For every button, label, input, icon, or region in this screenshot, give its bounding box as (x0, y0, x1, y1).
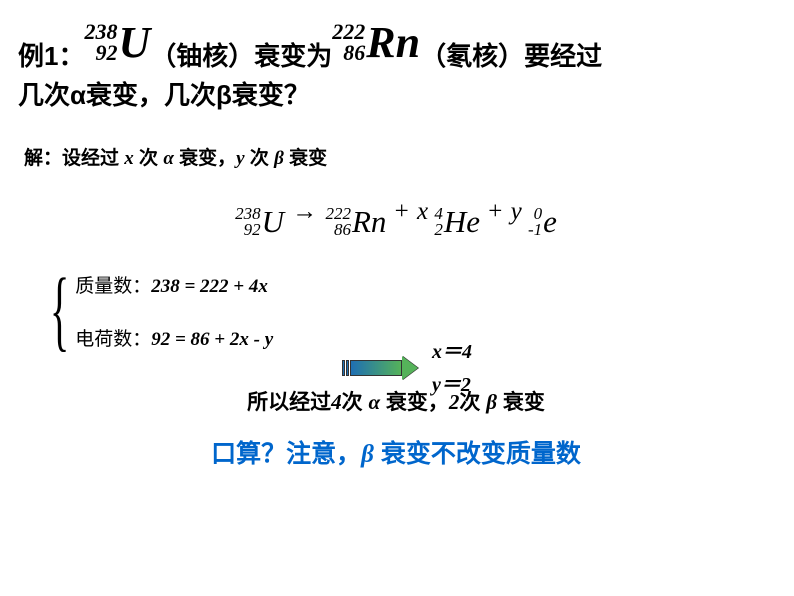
sol-p5: 衰变 (284, 148, 327, 169)
sol-p1: 解：设经过 (24, 148, 124, 169)
eq-rn-sym: Rn (352, 204, 386, 240)
ans-x: x＝4 (432, 335, 472, 364)
eq-rn-z: 86 (334, 222, 351, 238)
c-p1: 所以经过 (247, 391, 331, 414)
tip-line: 口算？注意，β 衰变不改变质量数 (18, 434, 774, 470)
c-p5: 衰变 (497, 391, 545, 414)
tip-beta: β (361, 441, 374, 468)
plus1: + (395, 198, 409, 225)
sol-p4: 次 (245, 148, 275, 169)
sol-p2: 次 (134, 148, 164, 169)
nuclide-u: 238 92 U (84, 10, 150, 76)
solution-setup: 解：设经过 x 次 α 衰变，y 次 β 衰变 (24, 143, 774, 170)
eq-x: x (417, 198, 428, 225)
charge-eq-row: 电荷数：92 = 86 + 2x - y (75, 324, 273, 351)
c-p2: 次 (342, 391, 369, 414)
charge-eq: 92 = 86 + 2x - y (151, 329, 273, 350)
sol-y: y (236, 148, 244, 169)
tip-p1: 口算？注意， (211, 440, 361, 468)
tip-p2: 衰变不改变质量数 (374, 440, 581, 468)
sol-x: x (124, 148, 134, 169)
eq-e-sym: e (543, 204, 557, 240)
charge-label: 电荷数： (75, 329, 151, 350)
brace-icon: { (50, 266, 69, 356)
sol-p3: 衰变， (174, 148, 236, 169)
c-beta: β (486, 390, 497, 414)
u-z: 92 (95, 43, 117, 64)
arrow-op: → (292, 198, 317, 225)
ans-y: y＝2 (432, 368, 472, 397)
eq-he-z: 2 (434, 222, 443, 238)
rn-sym: Rn (366, 10, 420, 76)
eq-e-z: -1 (528, 222, 542, 238)
sol-alpha: α (163, 148, 174, 169)
eq-y: y (511, 198, 522, 225)
mass-eq-row: 质量数：238 = 222 + 4x (75, 271, 273, 298)
decay-equation: 23892U → 22286Rn + x 42He + y 0-1e (18, 198, 774, 240)
plus2: + (488, 198, 502, 225)
sol-beta: β (274, 148, 284, 169)
c-alpha: α (368, 390, 380, 414)
implies-arrow-icon (342, 356, 418, 380)
answers: x＝4 y＝2 (432, 331, 472, 401)
mass-eq: 238 = 222 + 4x (151, 276, 268, 297)
q-mid1: （铀核）衰变为 (150, 37, 332, 76)
eq-u-z: 92 (244, 222, 261, 238)
eq-he-sym: He (444, 204, 480, 240)
equation-system: { 质量数：238 = 222 + 4x 电荷数：92 = 86 + 2x - … (38, 266, 774, 356)
nuclide-rn: 222 86 Rn (332, 10, 420, 76)
question-block: 例1： 238 92 U （铀核）衰变为 222 86 Rn （氡核）要经过 几… (18, 10, 774, 115)
q-mid2: （氡核）要经过 (420, 37, 602, 76)
q-line2: 几次α衰变，几次β衰变？ (18, 76, 774, 115)
eq-u-sym: U (262, 204, 284, 240)
conclusion: 所以经过4次 α 衰变，2次 β 衰变 (18, 386, 774, 416)
u-sym: U (118, 10, 150, 76)
rn-z: 86 (343, 43, 365, 64)
q-prefix: 例1： (18, 37, 84, 76)
c-n1: 4 (331, 390, 342, 414)
mass-label: 质量数： (75, 276, 151, 297)
